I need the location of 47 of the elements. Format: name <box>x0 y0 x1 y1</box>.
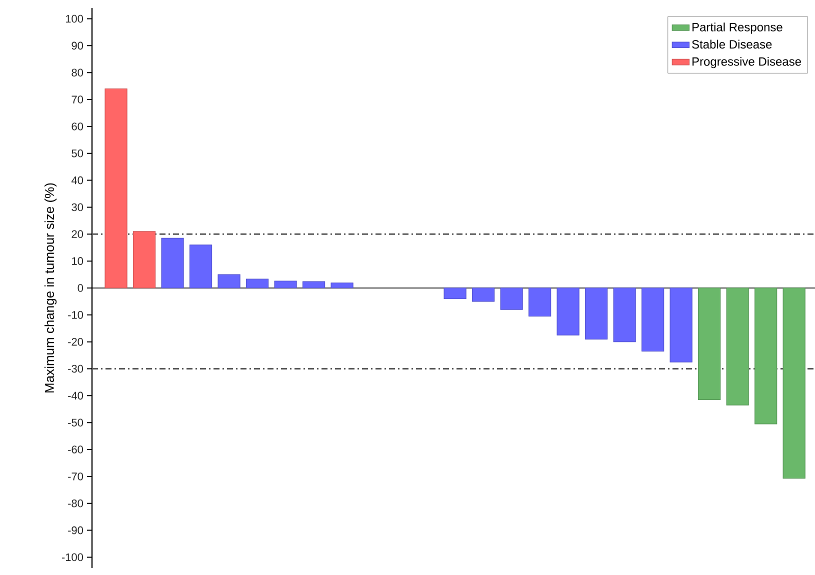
y-tick-label: -70 <box>68 472 84 480</box>
bar <box>246 278 269 288</box>
bar <box>556 288 580 336</box>
bar <box>670 288 692 362</box>
y-tick-label: 20 <box>72 230 84 238</box>
y-tick-label: 80 <box>72 68 84 76</box>
bar <box>330 282 354 288</box>
y-tick-label: -60 <box>68 446 84 454</box>
y-axis-title: Maximum change in tumour size (%) <box>44 183 57 392</box>
bar <box>218 274 240 288</box>
y-tick-label: 100 <box>66 14 84 23</box>
y-tick-label: 50 <box>72 149 84 158</box>
bar <box>726 288 749 406</box>
y-tick-label: 30 <box>72 203 84 212</box>
bar <box>472 288 495 302</box>
bar <box>161 238 184 288</box>
bar <box>698 288 721 400</box>
bar <box>302 281 326 288</box>
bar <box>132 231 156 288</box>
y-tick-label: -20 <box>68 338 84 346</box>
y-tick-label: 60 <box>72 122 84 130</box>
y-tick-label: -90 <box>68 526 84 534</box>
bar <box>104 88 128 288</box>
legend-label: Partial Response <box>692 22 782 34</box>
legend-label: Progressive Disease <box>692 56 801 68</box>
bar <box>528 288 552 317</box>
y-tick-label: 10 <box>72 257 84 265</box>
y-tick-label: -30 <box>68 364 84 373</box>
y-tick-label: 90 <box>72 42 84 50</box>
bar <box>444 288 466 300</box>
y-tick-label: 0 <box>78 284 84 292</box>
bar <box>754 288 778 424</box>
y-tick-label: 40 <box>71 176 84 184</box>
bar <box>189 244 212 288</box>
bar <box>782 288 806 479</box>
legend-label: Stable Disease <box>692 40 772 49</box>
bar <box>500 288 523 310</box>
bar <box>585 288 608 340</box>
bar <box>642 288 664 352</box>
bar <box>613 288 636 342</box>
y-tick-label: -80 <box>68 499 84 508</box>
y-tick-label: -50 <box>68 418 84 426</box>
y-tick-label: 70 <box>72 96 84 104</box>
bar <box>274 280 297 288</box>
y-tick-label: -40 <box>68 392 84 400</box>
y-tick-label: -100 <box>62 553 84 562</box>
y-tick-label: -10 <box>68 311 84 319</box>
